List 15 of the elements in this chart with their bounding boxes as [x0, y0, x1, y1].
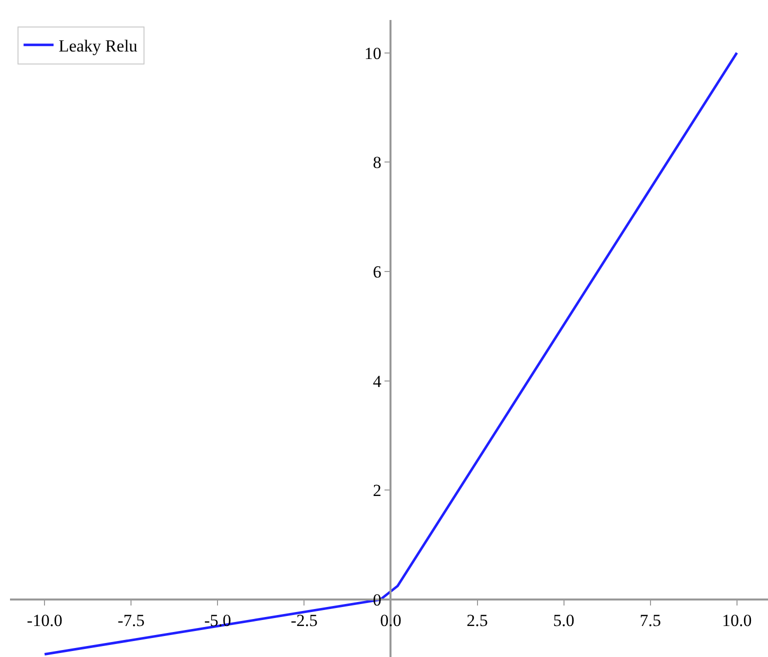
x-tick-label: 2.5: [466, 610, 488, 630]
y-tick-label: 6: [372, 262, 382, 282]
x-tick-label: -2.5: [290, 610, 318, 630]
x-tick-label: -10.0: [26, 610, 62, 630]
y-tick-label: 8: [372, 153, 382, 172]
y-tick-label: 2: [372, 481, 382, 500]
y-tick-label: 4: [372, 372, 382, 391]
x-tick-label: -5.0: [204, 610, 232, 630]
y-tick-label: 10: [364, 44, 382, 63]
x-tick-label: 7.5: [640, 610, 661, 630]
x-tick-label: 10.0: [722, 610, 752, 630]
legend-label: Leaky Relu: [58, 36, 138, 56]
x-tick-label: -7.5: [118, 610, 145, 630]
x-tick-label: 0.0: [380, 610, 402, 630]
x-tick-label: 5.0: [553, 610, 574, 630]
